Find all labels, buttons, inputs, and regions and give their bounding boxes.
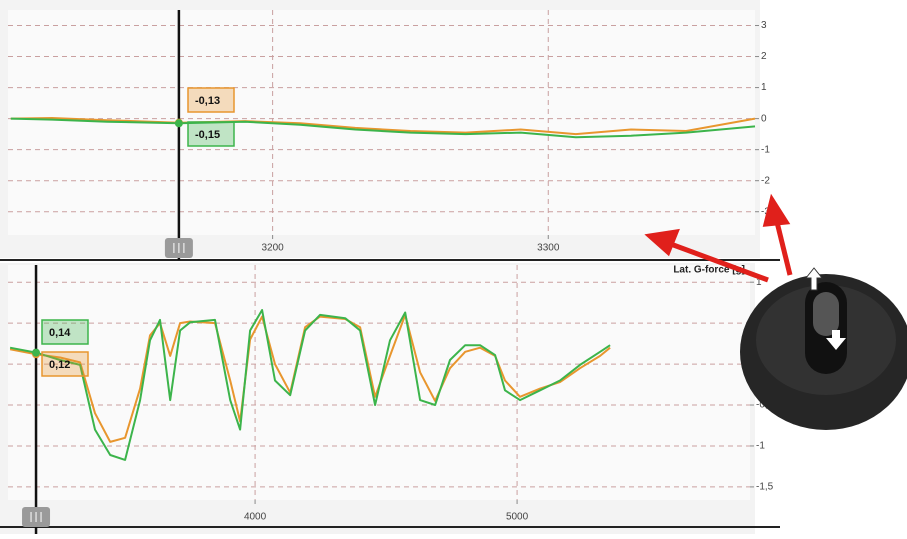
y-tick-label: -2 (761, 175, 770, 186)
x-tick-label: 3300 (537, 243, 560, 254)
bottom-plot-area (8, 265, 750, 500)
arrow (667, 240, 769, 283)
cursor-value-label: -0,13 (195, 95, 220, 107)
chart-layer: 3210-1-2-332003300-0,13-0,1510,50-0,5-1-… (8, 10, 774, 534)
y-tick-label: 3 (761, 20, 767, 31)
cursor-value-label: 0,12 (49, 359, 70, 371)
series-line (10, 117, 756, 139)
mouse-illustration (740, 267, 907, 430)
cursor-value-box: 0,12 (41, 351, 89, 377)
cursor-value-box: 0,14 (41, 319, 89, 345)
scroll-up-icon (804, 267, 824, 291)
cursor-value-box: -0,15 (187, 121, 235, 147)
arrowhead (644, 228, 680, 257)
arrowhead (762, 193, 791, 227)
series-line (10, 117, 756, 136)
y-tick-label: 0 (761, 113, 767, 124)
cursor-value-bg (187, 87, 235, 113)
series-line (9, 309, 611, 461)
scroll-down-icon (826, 330, 846, 350)
cursor-value-bg (41, 351, 89, 377)
x-tick-label: 4000 (244, 512, 267, 523)
cursor-value-bg (187, 121, 235, 147)
arrow (773, 217, 793, 276)
y-tick-label: 1 (756, 277, 762, 288)
x-tick-label: 5000 (506, 512, 529, 523)
y-tick-label: 1 (761, 82, 767, 93)
y-tick-label: 2 (761, 51, 767, 62)
cursor-point (174, 119, 183, 128)
cursor-value-label: 0,14 (49, 327, 71, 339)
y-tick-label: -1,5 (756, 482, 774, 493)
arrows (644, 193, 793, 283)
cursor-value-label: -0,15 (195, 129, 220, 141)
y-tick-label: -1 (756, 441, 765, 452)
mouse-wheel (813, 292, 839, 336)
cursor-value-box: -0,13 (187, 87, 235, 113)
axis-title: Lat. G-force [g] (673, 265, 745, 276)
x-tick-label: 3200 (261, 243, 284, 254)
cursor-value-bg (41, 319, 89, 345)
cursor-point (32, 348, 41, 357)
y-tick-label: -3 (761, 206, 770, 217)
y-tick-label: -1 (761, 144, 770, 155)
